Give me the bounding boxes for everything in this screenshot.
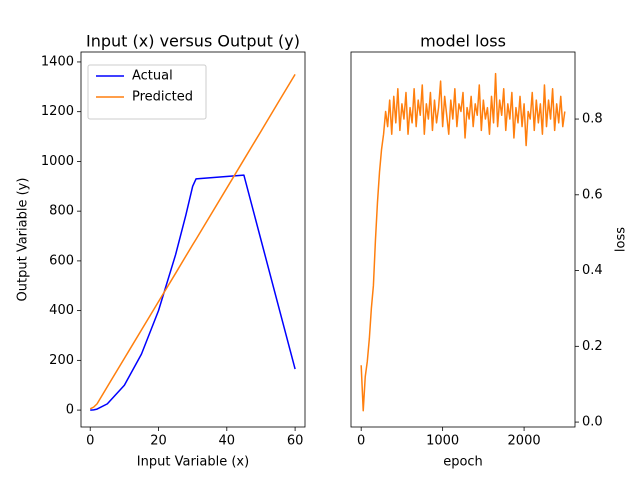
y-tick-label: 400 (49, 303, 74, 318)
axes-frame (80, 51, 306, 428)
y-tick-label: 1400 (41, 54, 74, 69)
y-axis-label: loss (614, 227, 629, 252)
legend-box (87, 64, 207, 120)
x-tick-label: 2000 (508, 434, 541, 449)
y-tick-label: 0.6 (582, 187, 603, 202)
x-tick-label: 60 (287, 434, 304, 449)
data-line (90, 174, 296, 411)
x-tick-label: 20 (150, 434, 167, 449)
y-tick-label: 0.8 (582, 112, 603, 127)
chart-title: Input (x) versus Output (y) (86, 32, 300, 51)
y-tick-label: 800 (49, 204, 74, 219)
x-tick-label: 40 (219, 434, 236, 449)
data-line (360, 72, 566, 412)
axes-frame (350, 51, 576, 428)
data-line (89, 73, 296, 410)
x-axis-label: Input Variable (x) (137, 455, 249, 470)
y-tick-label: 1000 (41, 154, 74, 169)
legend-label: Actual (132, 69, 173, 84)
y-tick-label: 0 (66, 403, 74, 418)
chart-title: model loss (420, 32, 506, 51)
x-tick-label: 1000 (426, 434, 459, 449)
legend-label: Predicted (132, 90, 193, 105)
x-tick-label: 0 (86, 434, 94, 449)
y-axis-label: Output Variable (y) (16, 178, 31, 302)
y-tick-label: 0.2 (582, 339, 603, 354)
y-tick-label: 600 (49, 253, 74, 268)
y-tick-label: 200 (49, 353, 74, 368)
x-tick-label: 0 (357, 434, 365, 449)
y-tick-label: 1200 (41, 104, 74, 119)
x-axis-label: epoch (443, 455, 483, 470)
y-tick-label: 0.4 (582, 263, 603, 278)
y-tick-label: 0.0 (582, 415, 603, 430)
